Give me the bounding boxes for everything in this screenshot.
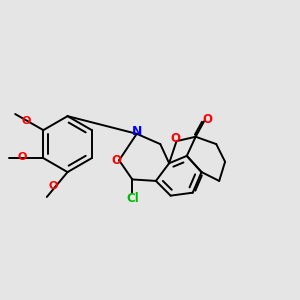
Text: O: O [170, 132, 180, 145]
Text: O: O [49, 181, 58, 191]
Text: O: O [17, 152, 27, 162]
Text: N: N [132, 125, 142, 138]
Text: Cl: Cl [126, 192, 139, 205]
Text: O: O [21, 116, 30, 126]
Text: O: O [112, 154, 122, 167]
Text: O: O [202, 113, 213, 126]
